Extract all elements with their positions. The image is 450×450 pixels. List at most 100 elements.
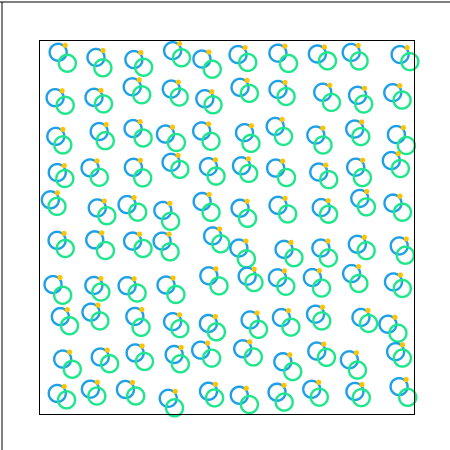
yellow-dot [131, 194, 137, 201]
blue-ring [267, 382, 287, 402]
yellow-dot [397, 272, 404, 278]
blue-ring [273, 352, 293, 372]
yellow-dot [397, 193, 403, 199]
green-ring [396, 135, 417, 156]
yellow-dot [98, 87, 104, 93]
green-ring [90, 311, 110, 331]
yellow-dot [400, 124, 407, 131]
green-ring [276, 167, 297, 188]
green-ring [352, 167, 373, 188]
green-ring [132, 168, 153, 188]
green-ring [243, 347, 264, 367]
green-ring [347, 360, 368, 380]
green-ring [206, 322, 227, 342]
yellow-dot [101, 198, 107, 204]
blue-ring [125, 306, 145, 327]
yellow-dot [327, 82, 333, 88]
yellow-dot [99, 230, 105, 236]
green-ring [351, 126, 371, 147]
yellow-dot [137, 118, 143, 125]
yellow-dot [172, 388, 178, 394]
green-ring [52, 285, 73, 305]
yellow-dot [61, 230, 67, 236]
yellow-dot [131, 276, 137, 282]
green-ring [55, 168, 75, 189]
green-ring [356, 240, 376, 261]
green-ring [209, 276, 229, 296]
yellow-dot [242, 44, 248, 51]
green-ring [392, 202, 413, 222]
blue-ring [345, 381, 365, 402]
yellow-dot [323, 162, 329, 168]
yellow-dot [243, 238, 249, 244]
green-ring [133, 128, 153, 148]
yellow-dot [137, 157, 144, 163]
blue-ring [158, 388, 178, 409]
green-ring [316, 347, 337, 368]
yellow-dot [400, 342, 406, 348]
yellow-dot [212, 381, 219, 387]
blue-ring [237, 266, 257, 286]
green-ring [312, 311, 332, 331]
yellow-dot [64, 307, 70, 313]
yellow-dot [355, 42, 361, 49]
yellow-dot [62, 42, 68, 48]
green-ring [62, 359, 82, 379]
blue-ring [268, 43, 288, 63]
green-ring [201, 202, 221, 223]
yellow-dot [395, 151, 401, 157]
green-ring [164, 398, 185, 418]
green-ring [166, 132, 187, 153]
blue-ring [52, 349, 73, 369]
green-ring [274, 392, 294, 412]
yellow-dot [316, 379, 322, 385]
yellow-dot [175, 79, 181, 85]
green-ring [239, 394, 260, 415]
blue-ring [198, 381, 219, 401]
green-ring [133, 57, 154, 77]
green-ring [97, 206, 117, 226]
yellow-dot [178, 344, 184, 351]
green-ring [284, 248, 304, 268]
blue-ring [40, 190, 61, 210]
blue-ring [192, 49, 212, 69]
yellow-dot [359, 119, 365, 125]
yellow-dot [321, 341, 327, 347]
yellow-dot [403, 377, 409, 383]
yellow-dot [206, 191, 212, 198]
yellow-dot [129, 379, 136, 386]
green-ring [318, 248, 339, 268]
yellow-dot [206, 49, 212, 55]
green-ring [400, 51, 420, 72]
green-ring [239, 163, 259, 184]
yellow-dot [287, 352, 293, 358]
yellow-dot [170, 275, 176, 281]
green-ring [95, 240, 116, 261]
yellow-dot [217, 226, 223, 232]
green-ring [353, 94, 374, 114]
yellow-dot [94, 379, 100, 385]
green-ring [358, 313, 379, 334]
yellow-dot [138, 49, 144, 56]
yellow-dot [356, 263, 362, 270]
yellow-dot [95, 302, 101, 308]
green-ring [351, 388, 372, 408]
blue-ring [115, 379, 136, 400]
green-ring [99, 354, 120, 374]
green-ring [283, 361, 303, 382]
green-ring [126, 386, 146, 406]
yellow-dot [243, 385, 249, 391]
yellow-dot [167, 200, 173, 207]
green-ring [238, 52, 258, 73]
green-ring [170, 318, 190, 339]
green-ring [321, 92, 342, 113]
yellow-dot [245, 156, 252, 162]
yellow-dot [282, 43, 288, 49]
green-ring [131, 317, 151, 338]
green-ring [160, 211, 181, 232]
green-ring [311, 278, 332, 298]
green-ring [281, 317, 301, 337]
yellow-dot [353, 350, 359, 356]
yellow-dot [288, 239, 294, 245]
